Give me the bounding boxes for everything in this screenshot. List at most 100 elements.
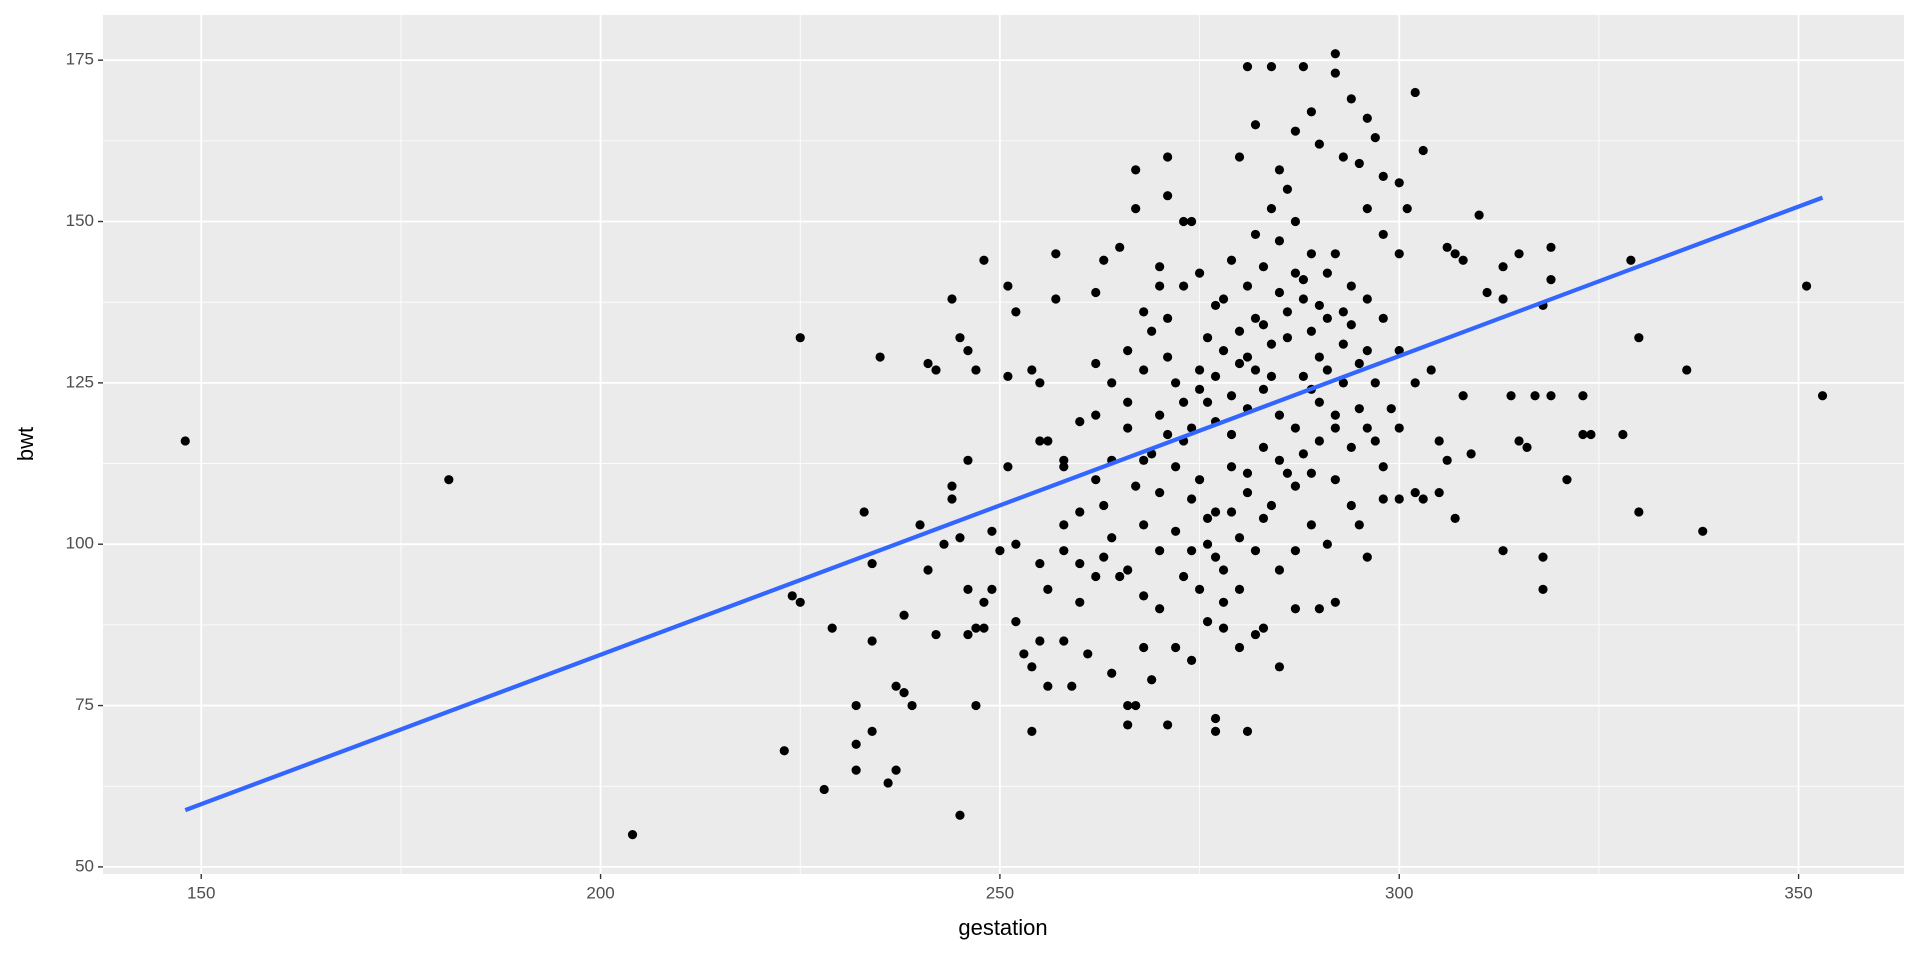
point — [1123, 720, 1133, 730]
point — [1274, 455, 1285, 465]
point — [1107, 668, 1117, 678]
point — [1147, 675, 1157, 685]
point — [1218, 345, 1229, 356]
point — [1426, 365, 1436, 375]
point — [971, 623, 981, 633]
point — [1027, 365, 1037, 375]
point — [1298, 294, 1309, 304]
point — [1003, 281, 1013, 291]
point — [1338, 307, 1348, 317]
point — [1091, 475, 1101, 485]
point — [875, 352, 885, 362]
point — [787, 591, 797, 601]
point — [1226, 391, 1237, 401]
point — [859, 507, 869, 517]
point — [1338, 378, 1348, 388]
point — [915, 520, 925, 530]
point — [1218, 294, 1229, 304]
point — [1394, 423, 1404, 433]
point — [1578, 429, 1588, 440]
point — [1514, 249, 1524, 259]
point — [1410, 87, 1420, 98]
point — [1817, 391, 1828, 401]
point — [1330, 597, 1340, 607]
point — [851, 765, 861, 775]
point — [1171, 378, 1181, 388]
point — [1634, 507, 1644, 517]
point — [1442, 242, 1452, 252]
point — [1298, 275, 1309, 285]
point — [1059, 462, 1069, 472]
point — [1202, 513, 1213, 523]
point — [1346, 500, 1356, 511]
point — [923, 358, 933, 369]
point — [1139, 307, 1149, 317]
point — [1155, 410, 1165, 420]
point — [1186, 655, 1197, 665]
point — [963, 584, 973, 594]
point — [1290, 546, 1301, 556]
point — [627, 830, 638, 840]
point — [1075, 507, 1085, 517]
point — [955, 533, 965, 543]
point — [1027, 726, 1037, 736]
point — [1314, 604, 1324, 614]
point — [1410, 487, 1420, 498]
point — [1314, 436, 1324, 446]
point — [1155, 281, 1165, 291]
point — [1250, 120, 1261, 130]
point — [1139, 642, 1149, 653]
point — [1234, 584, 1245, 594]
point — [1123, 397, 1133, 407]
point — [1266, 62, 1277, 72]
point — [899, 688, 909, 698]
point — [1091, 287, 1101, 298]
point — [971, 365, 981, 375]
point — [1202, 333, 1213, 343]
point — [1202, 539, 1213, 549]
point — [891, 765, 901, 775]
point — [1131, 700, 1141, 711]
point — [947, 494, 957, 504]
point — [867, 726, 877, 736]
point — [1346, 281, 1356, 291]
point — [1466, 449, 1476, 459]
point — [1210, 371, 1221, 382]
x-tick-label: 250 — [986, 883, 1014, 902]
point — [1266, 204, 1277, 214]
point — [1346, 94, 1356, 104]
point — [1059, 636, 1069, 646]
point — [1322, 268, 1332, 278]
point — [1434, 487, 1444, 498]
point — [1226, 429, 1237, 440]
point — [1394, 494, 1404, 504]
point — [1290, 268, 1301, 278]
point — [1226, 462, 1237, 472]
point — [1099, 255, 1109, 265]
point — [1354, 404, 1364, 414]
point — [867, 636, 877, 646]
point — [1091, 571, 1101, 582]
point — [1155, 546, 1165, 556]
point — [1226, 507, 1237, 517]
point — [1019, 649, 1029, 659]
point — [1354, 158, 1364, 169]
point — [1338, 152, 1348, 162]
point — [1522, 442, 1532, 453]
point — [1698, 526, 1708, 536]
point — [1163, 313, 1173, 323]
point — [1306, 520, 1316, 530]
point — [1075, 558, 1085, 569]
point — [979, 255, 989, 265]
point — [963, 345, 973, 356]
point — [1179, 571, 1189, 582]
point — [1378, 171, 1388, 181]
point — [931, 365, 941, 375]
point — [1242, 352, 1253, 362]
point — [1194, 384, 1205, 394]
point — [1410, 378, 1420, 388]
point — [1115, 242, 1125, 252]
point — [1266, 371, 1277, 382]
point — [1354, 520, 1364, 530]
point — [979, 623, 989, 633]
